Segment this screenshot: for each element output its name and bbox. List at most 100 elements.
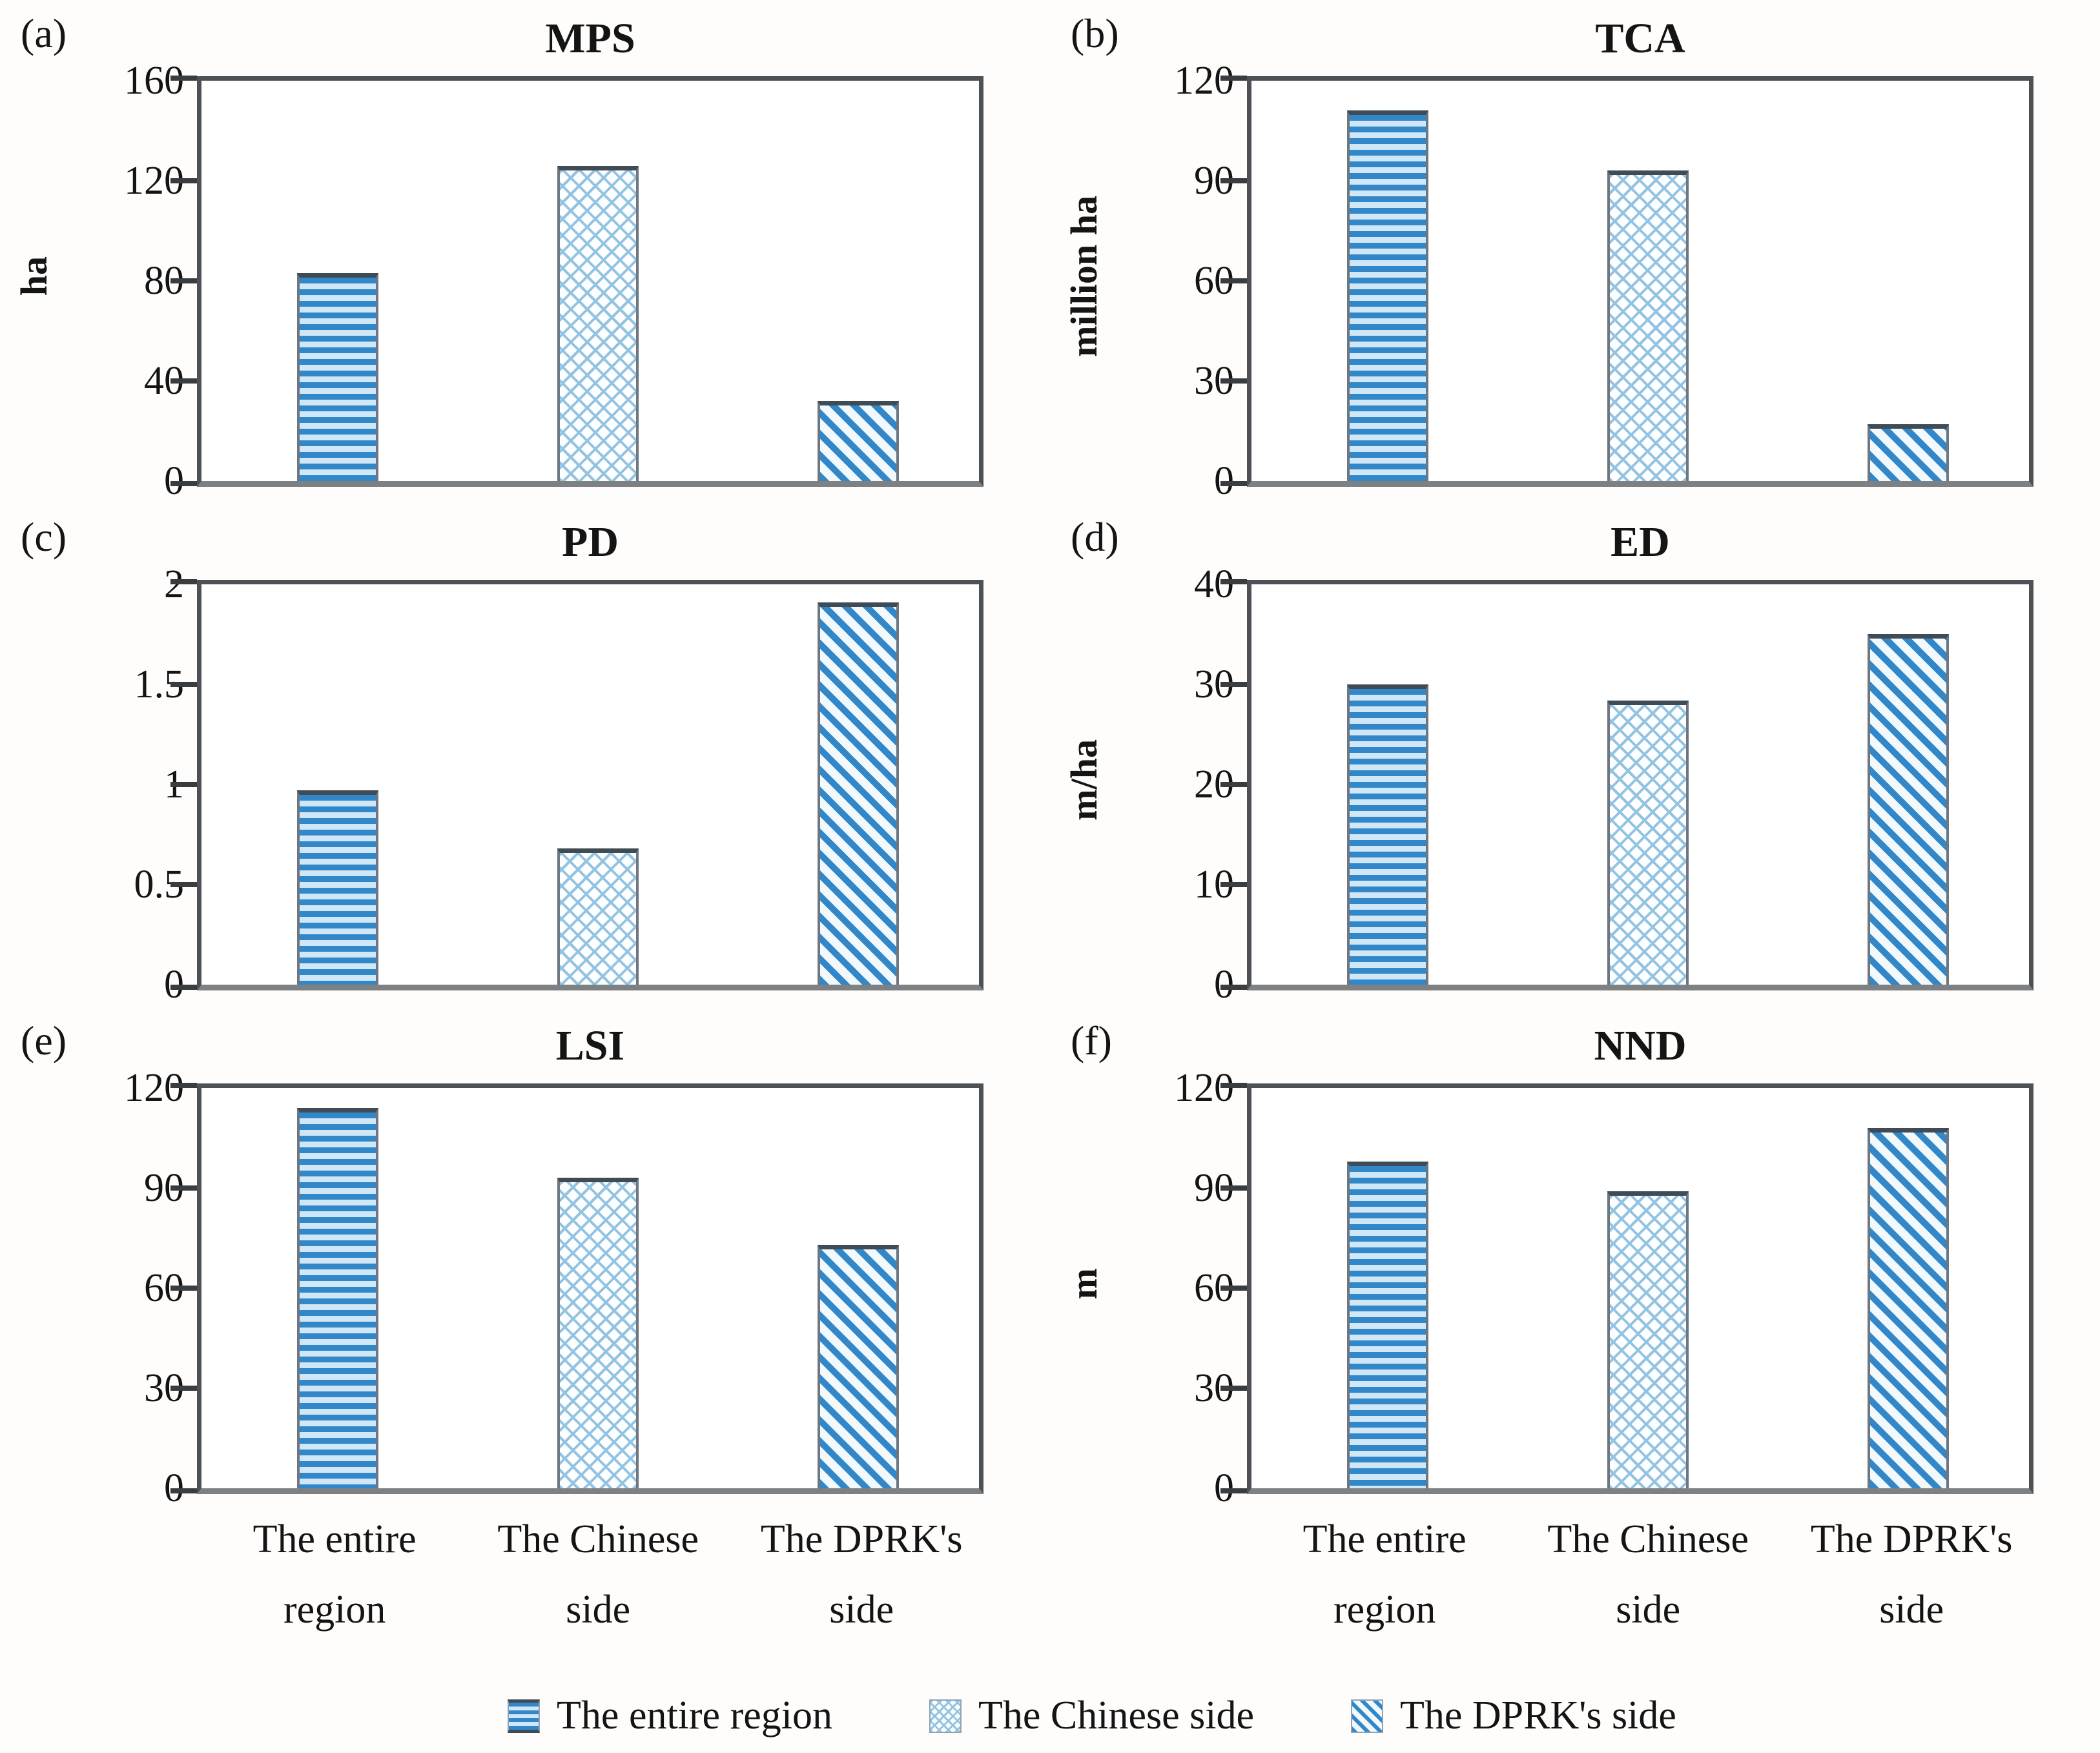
x-category-label: The Chinese side bbox=[497, 1517, 699, 1632]
plot-row: 0306090120 bbox=[6, 1068, 1044, 1508]
y-tick-mark bbox=[170, 1185, 197, 1191]
y-tick-mark bbox=[170, 1488, 197, 1493]
y-tick-label: 2 bbox=[164, 562, 184, 606]
y-axis-label: ha bbox=[13, 256, 55, 296]
panel-letter: (c) bbox=[21, 514, 67, 560]
y-tick-mark bbox=[1220, 579, 1247, 584]
y-axis-label: m/ha bbox=[1063, 739, 1105, 821]
bar-entire-region bbox=[296, 273, 378, 481]
y-axis-label-column: m/ha bbox=[1056, 580, 1111, 980]
y-tick-mark bbox=[1220, 882, 1247, 887]
panel-title: MPS bbox=[545, 15, 635, 62]
plot-row: ha04080120160 bbox=[6, 61, 1044, 501]
bar-chinese-side bbox=[557, 848, 639, 985]
bar-chinese-side bbox=[557, 166, 639, 481]
y-tick-mark bbox=[1220, 1386, 1247, 1391]
y-tick-labels: 0306090120 bbox=[1111, 61, 1247, 501]
plot-area bbox=[1220, 579, 2033, 990]
bar-dprk-side bbox=[818, 602, 900, 985]
plot-area bbox=[170, 76, 983, 487]
panel-title: LSI bbox=[555, 1022, 625, 1069]
y-axis-label-column bbox=[6, 580, 61, 980]
plot-row: m0306090120 bbox=[1056, 1068, 2094, 1508]
bar-dprk-side bbox=[818, 401, 900, 481]
y-tick-label: 160 bbox=[124, 59, 184, 103]
x-category-label: The DPRK's side bbox=[760, 1517, 963, 1632]
y-tick-mark bbox=[170, 278, 197, 283]
plot-area bbox=[170, 1083, 983, 1494]
plot-area bbox=[1220, 76, 2033, 487]
plot-area bbox=[1220, 1083, 2033, 1494]
y-axis-label-column bbox=[6, 1083, 61, 1484]
y-tick-mark bbox=[1220, 1286, 1247, 1291]
bar-dprk-side bbox=[1868, 634, 1950, 985]
y-tick-mark bbox=[1220, 1488, 1247, 1493]
horizontal-stripes-swatch bbox=[508, 1699, 540, 1733]
bar-dprk-side bbox=[818, 1245, 900, 1488]
legend-item: The Chinese side bbox=[929, 1693, 1254, 1739]
bar-chinese-side bbox=[1607, 701, 1689, 985]
y-tick-mark bbox=[170, 579, 197, 584]
y-tick-mark bbox=[1220, 1083, 1247, 1088]
y-tick-mark bbox=[1220, 1185, 1247, 1191]
legend-label: The entire region bbox=[557, 1694, 832, 1738]
panel-row: (c)PD00.511.52(d)EDm/ha010203040 bbox=[6, 513, 2100, 1005]
y-axis-label-column: m bbox=[1056, 1083, 1111, 1484]
bar-entire-region bbox=[1346, 110, 1428, 481]
legend-item: The entire region bbox=[508, 1693, 832, 1739]
y-tick-mark bbox=[170, 985, 197, 990]
y-tick-mark bbox=[170, 882, 197, 887]
y-tick-mark bbox=[1220, 178, 1247, 183]
plot-row: m/ha010203040 bbox=[1056, 564, 2094, 1005]
bar-chinese-side bbox=[1607, 170, 1689, 481]
y-tick-mark bbox=[1220, 682, 1247, 687]
y-tick-mark bbox=[1220, 481, 1247, 486]
legend-label: The Chinese side bbox=[978, 1694, 1254, 1738]
panel-mps: (a)MPSha04080120160 bbox=[6, 9, 1044, 501]
y-tick-mark bbox=[170, 1083, 197, 1088]
y-tick-mark bbox=[170, 481, 197, 486]
panel-letter: (d) bbox=[1071, 514, 1119, 560]
crosshatch-swatch bbox=[929, 1699, 962, 1733]
plot-row: 00.511.52 bbox=[6, 564, 1044, 1005]
legend: The entire region The Chinese side The DPR… bbox=[6, 1693, 2100, 1739]
y-tick-labels: 00.511.52 bbox=[61, 564, 197, 1005]
y-tick-mark bbox=[1220, 278, 1247, 283]
y-axis-label: m bbox=[1063, 1267, 1105, 1300]
y-axis-label: million ha bbox=[1063, 196, 1105, 357]
y-axis-label-column: ha bbox=[6, 76, 61, 477]
bar-entire-region bbox=[296, 1108, 378, 1488]
plot-area bbox=[170, 579, 983, 990]
y-tick-mark bbox=[170, 178, 197, 183]
bar-chinese-side bbox=[1607, 1191, 1689, 1488]
bar-entire-region bbox=[296, 790, 378, 985]
y-tick-mark bbox=[1220, 378, 1247, 384]
bar-entire-region bbox=[1346, 1162, 1428, 1488]
panel-pd: (c) PD 00.511.52 bbox=[6, 513, 1044, 1005]
x-category-labels: The entire region The Chinese side The DPRK'… bbox=[197, 1504, 983, 1667]
x-category-labels: The entire region The Chinese side The DPRK'… bbox=[1247, 1504, 2033, 1667]
x-category-label: The entire region bbox=[1302, 1517, 1467, 1632]
legend-label: The DPRK's side bbox=[1399, 1694, 1676, 1738]
y-tick-labels: 010203040 bbox=[1111, 564, 1247, 1005]
y-tick-label: 120 bbox=[1174, 1066, 1234, 1110]
y-tick-labels: 0306090120 bbox=[61, 1068, 197, 1508]
panel-letter: (e) bbox=[21, 1018, 67, 1063]
y-tick-mark bbox=[1220, 782, 1247, 787]
x-category-label: The entire region bbox=[252, 1517, 417, 1632]
panel-ed: (d)EDm/ha010203040 bbox=[1056, 513, 2094, 1005]
y-tick-mark bbox=[170, 682, 197, 687]
y-tick-mark bbox=[170, 1286, 197, 1291]
legend-item: The DPRK's side bbox=[1350, 1693, 1676, 1739]
bar-entire-region bbox=[1346, 684, 1428, 985]
x-category-label: The Chinese side bbox=[1547, 1517, 1749, 1632]
panel-letter: (f) bbox=[1071, 1018, 1112, 1063]
y-tick-labels: 0306090120 bbox=[1111, 1068, 1247, 1508]
y-tick-mark bbox=[170, 76, 197, 81]
bar-chinese-side bbox=[557, 1178, 639, 1488]
